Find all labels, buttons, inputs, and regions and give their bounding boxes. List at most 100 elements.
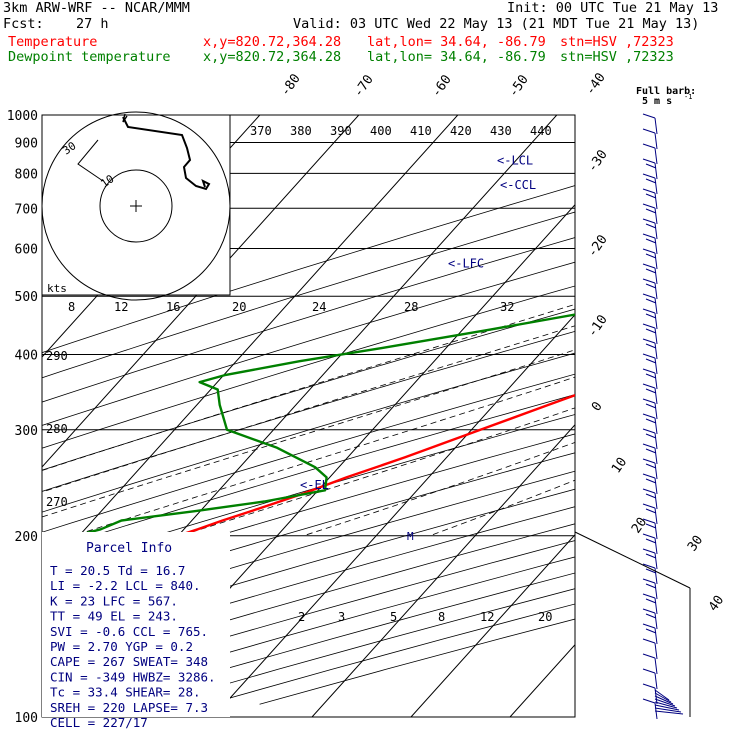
- pressure-tick-label: 700: [15, 202, 38, 217]
- dewpoint-legend-latlon: lat,lon= 34.64, -86.79: [367, 49, 546, 65]
- wind-barb-staff: [654, 132, 658, 150]
- mixing-ratio-label-upper: 28: [404, 300, 418, 314]
- wind-barb-flag: [645, 358, 657, 364]
- wind-barb-flag: [645, 553, 657, 559]
- plot-frame: [41, 114, 576, 718]
- wind-barb-flag: [645, 163, 657, 169]
- parcel-background: [42, 532, 230, 717]
- wind-barb-flag: [645, 208, 657, 214]
- hodograph-start-mark: [122, 113, 128, 123]
- wind-barb-flag: [642, 593, 656, 599]
- wind-barb-flag: [645, 448, 657, 454]
- wind-barb-flag: [645, 583, 657, 589]
- wind-barb-staff: [654, 642, 658, 660]
- wind-barb-staff: [654, 417, 658, 435]
- wind-barb-flag: [645, 478, 657, 484]
- theta-label-left: 280: [46, 422, 68, 436]
- wind-barb-staff: [654, 612, 658, 630]
- dry-adiabat-line: [42, 352, 575, 513]
- barb-legend-line2: 5 m s: [642, 96, 672, 107]
- wind-barb-flag: [645, 373, 657, 379]
- isotherm-label: -10: [585, 312, 611, 340]
- wind-barb-flag: [642, 173, 656, 179]
- wind-barb-staff: [654, 522, 658, 540]
- mixing-ratio-label-lower: 8: [438, 610, 445, 624]
- dry-adiabat-line: [42, 373, 575, 533]
- wind-barb-staff: [654, 252, 658, 270]
- wind-barb-flag: [645, 328, 657, 334]
- hodograph-ring-outer: [41, 111, 231, 301]
- wind-barb-flag: [645, 193, 657, 199]
- theta-label: 410: [410, 124, 432, 138]
- dry-adiabat-line: [207, 603, 575, 705]
- dry-adiabat-line: [42, 237, 575, 403]
- wind-barb-flag: [642, 548, 656, 554]
- isotherm-label: 0: [589, 399, 606, 414]
- wind-barb-flag: [642, 473, 656, 479]
- wind-barb-staff: [654, 162, 658, 180]
- barb-legend-exponent: -1: [684, 93, 692, 101]
- isotherm-label: -30: [585, 147, 611, 175]
- wind-barb-flag: [645, 628, 657, 634]
- wind-barb-flag: [642, 428, 656, 434]
- isotherm-line: [708, 115, 740, 717]
- wind-barb-flag: [642, 503, 656, 509]
- wind-barb-flag: [642, 188, 656, 194]
- wind-barb-flag: [642, 653, 656, 659]
- wind-barb-flag: [645, 298, 657, 304]
- wind-barb-flag: [642, 323, 656, 329]
- wind-barb-staff: [654, 552, 658, 570]
- dry-adiabat-line: [42, 414, 575, 572]
- wind-barb-staff: [654, 477, 658, 495]
- wind-barb-flag: [645, 343, 657, 349]
- wind-barb-staff: [654, 282, 658, 300]
- isotherm-label: 30: [685, 533, 706, 554]
- theta-label-left: 290: [46, 349, 68, 363]
- temperature-legend-latlon: lat,lon= 34.64, -86.79: [367, 34, 546, 50]
- dry-adiabat-line: [42, 185, 575, 354]
- wind-barb-flag: [645, 403, 657, 409]
- mixing-ratio-label-lower: 5: [390, 610, 397, 624]
- parcel-row: CIN = -349 HWBZ= 3286.: [50, 669, 216, 684]
- wind-barb-staff: [654, 267, 658, 285]
- theta-label: 420: [450, 124, 472, 138]
- hodograph-ring-inner: [99, 169, 173, 243]
- level-marker-label: <-CCL: [500, 178, 536, 192]
- dry-adiabat-line: [42, 308, 575, 471]
- isotherm-line: [609, 115, 740, 717]
- wind-barb-flag: [645, 538, 657, 544]
- wind-barb-flag: [642, 518, 656, 524]
- wind-barb-flag: [642, 638, 656, 644]
- isotherm-label: 40: [706, 593, 727, 614]
- parcel-row: K = 23 LFC = 567.: [50, 593, 178, 608]
- isotherm-label: -60: [429, 72, 455, 100]
- wind-barb-staff: [654, 567, 658, 585]
- wind-barb-flag: [642, 488, 656, 494]
- wind-barb-staff: [654, 177, 658, 195]
- hodograph-axis-ticks: [77, 139, 104, 182]
- theta-label: 370: [250, 124, 272, 138]
- isotherm-line: [42, 115, 360, 468]
- wind-barb-flag: [642, 278, 656, 284]
- wind-barb-flag: [642, 413, 656, 419]
- wind-barb-flag: [642, 113, 656, 119]
- level-marker-small: M: [407, 530, 414, 543]
- parcel-row: LI = -2.2 LCL = 840.: [50, 578, 201, 593]
- dewpoint-legend-xy: x,y=820.72,364.28: [203, 49, 342, 65]
- theta-label: 430: [490, 124, 512, 138]
- mixing-ratio-label-upper: 24: [312, 300, 326, 314]
- mixing-ratio-label-upper: 20: [232, 300, 246, 314]
- theta-label: 390: [330, 124, 352, 138]
- wind-barb-staff: [654, 117, 658, 135]
- wind-barb-flag: [642, 158, 656, 164]
- isotherm-line: [212, 314, 575, 717]
- wind-barb-staff: [654, 237, 658, 255]
- wind-barb-staff: [654, 207, 658, 225]
- wind-barb-flag: [645, 433, 657, 439]
- parcel-row: CAPE = 267 SWEAT= 348: [50, 654, 208, 669]
- wind-barb-flag: [642, 458, 656, 464]
- wind-barb-low: [654, 704, 680, 711]
- wind-barb-low: [654, 707, 682, 713]
- level-marker-label: <-EL: [300, 478, 329, 492]
- wind-barb-flag: [645, 568, 657, 574]
